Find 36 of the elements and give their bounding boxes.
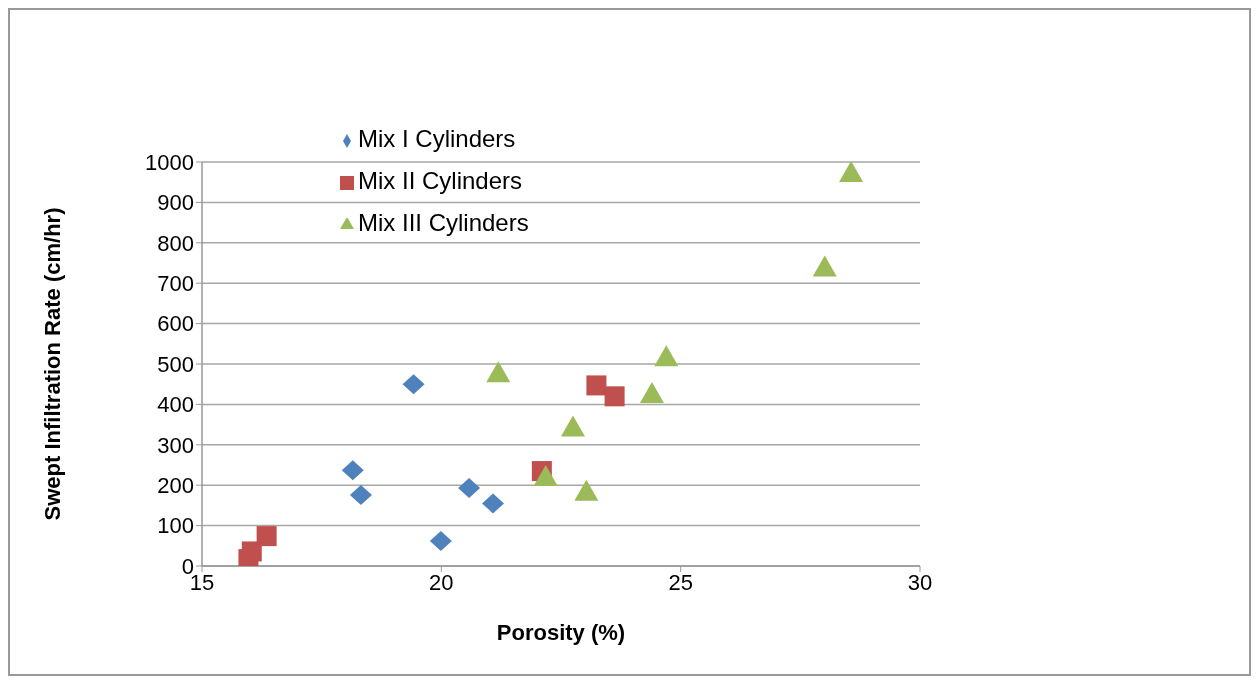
legend-label: Mix I Cylinders (358, 125, 516, 152)
point (402, 374, 425, 395)
point (241, 541, 262, 562)
y-tick-label: 800 (157, 230, 194, 256)
point (639, 381, 664, 403)
legend-label: Mix II Cylinders (358, 167, 523, 194)
y-axis-title: Swept Infiltration Rate (cm/hr) (39, 207, 65, 521)
legend-label: Mix III Cylinders (358, 209, 529, 236)
point (812, 255, 837, 277)
point (349, 484, 372, 505)
y-tick-label: 100 (157, 513, 194, 539)
point (458, 478, 481, 499)
point (533, 465, 558, 487)
point (604, 386, 625, 407)
point (341, 460, 364, 481)
x-axis-title: Porosity (%) (496, 620, 626, 645)
y-tick-label: 1000 (145, 149, 194, 175)
point (654, 345, 679, 367)
point (560, 415, 585, 437)
y-tick-label: 900 (157, 190, 194, 216)
point (574, 479, 599, 501)
x-tick-label: 20 (429, 569, 454, 595)
point (482, 493, 505, 514)
point (586, 375, 607, 396)
point (429, 530, 452, 551)
point (256, 526, 277, 547)
point (839, 162, 864, 182)
y-tick-label: 500 (157, 351, 194, 377)
point (486, 361, 511, 383)
y-tick-label: 700 (157, 271, 194, 297)
x-tick-label: 25 (668, 569, 693, 595)
y-tick-label: 200 (157, 473, 194, 499)
y-tick-label: 400 (157, 392, 194, 418)
y-tick-label: 300 (157, 432, 194, 458)
x-tick-label: 30 (907, 569, 933, 595)
y-tick-label: 600 (157, 311, 194, 337)
